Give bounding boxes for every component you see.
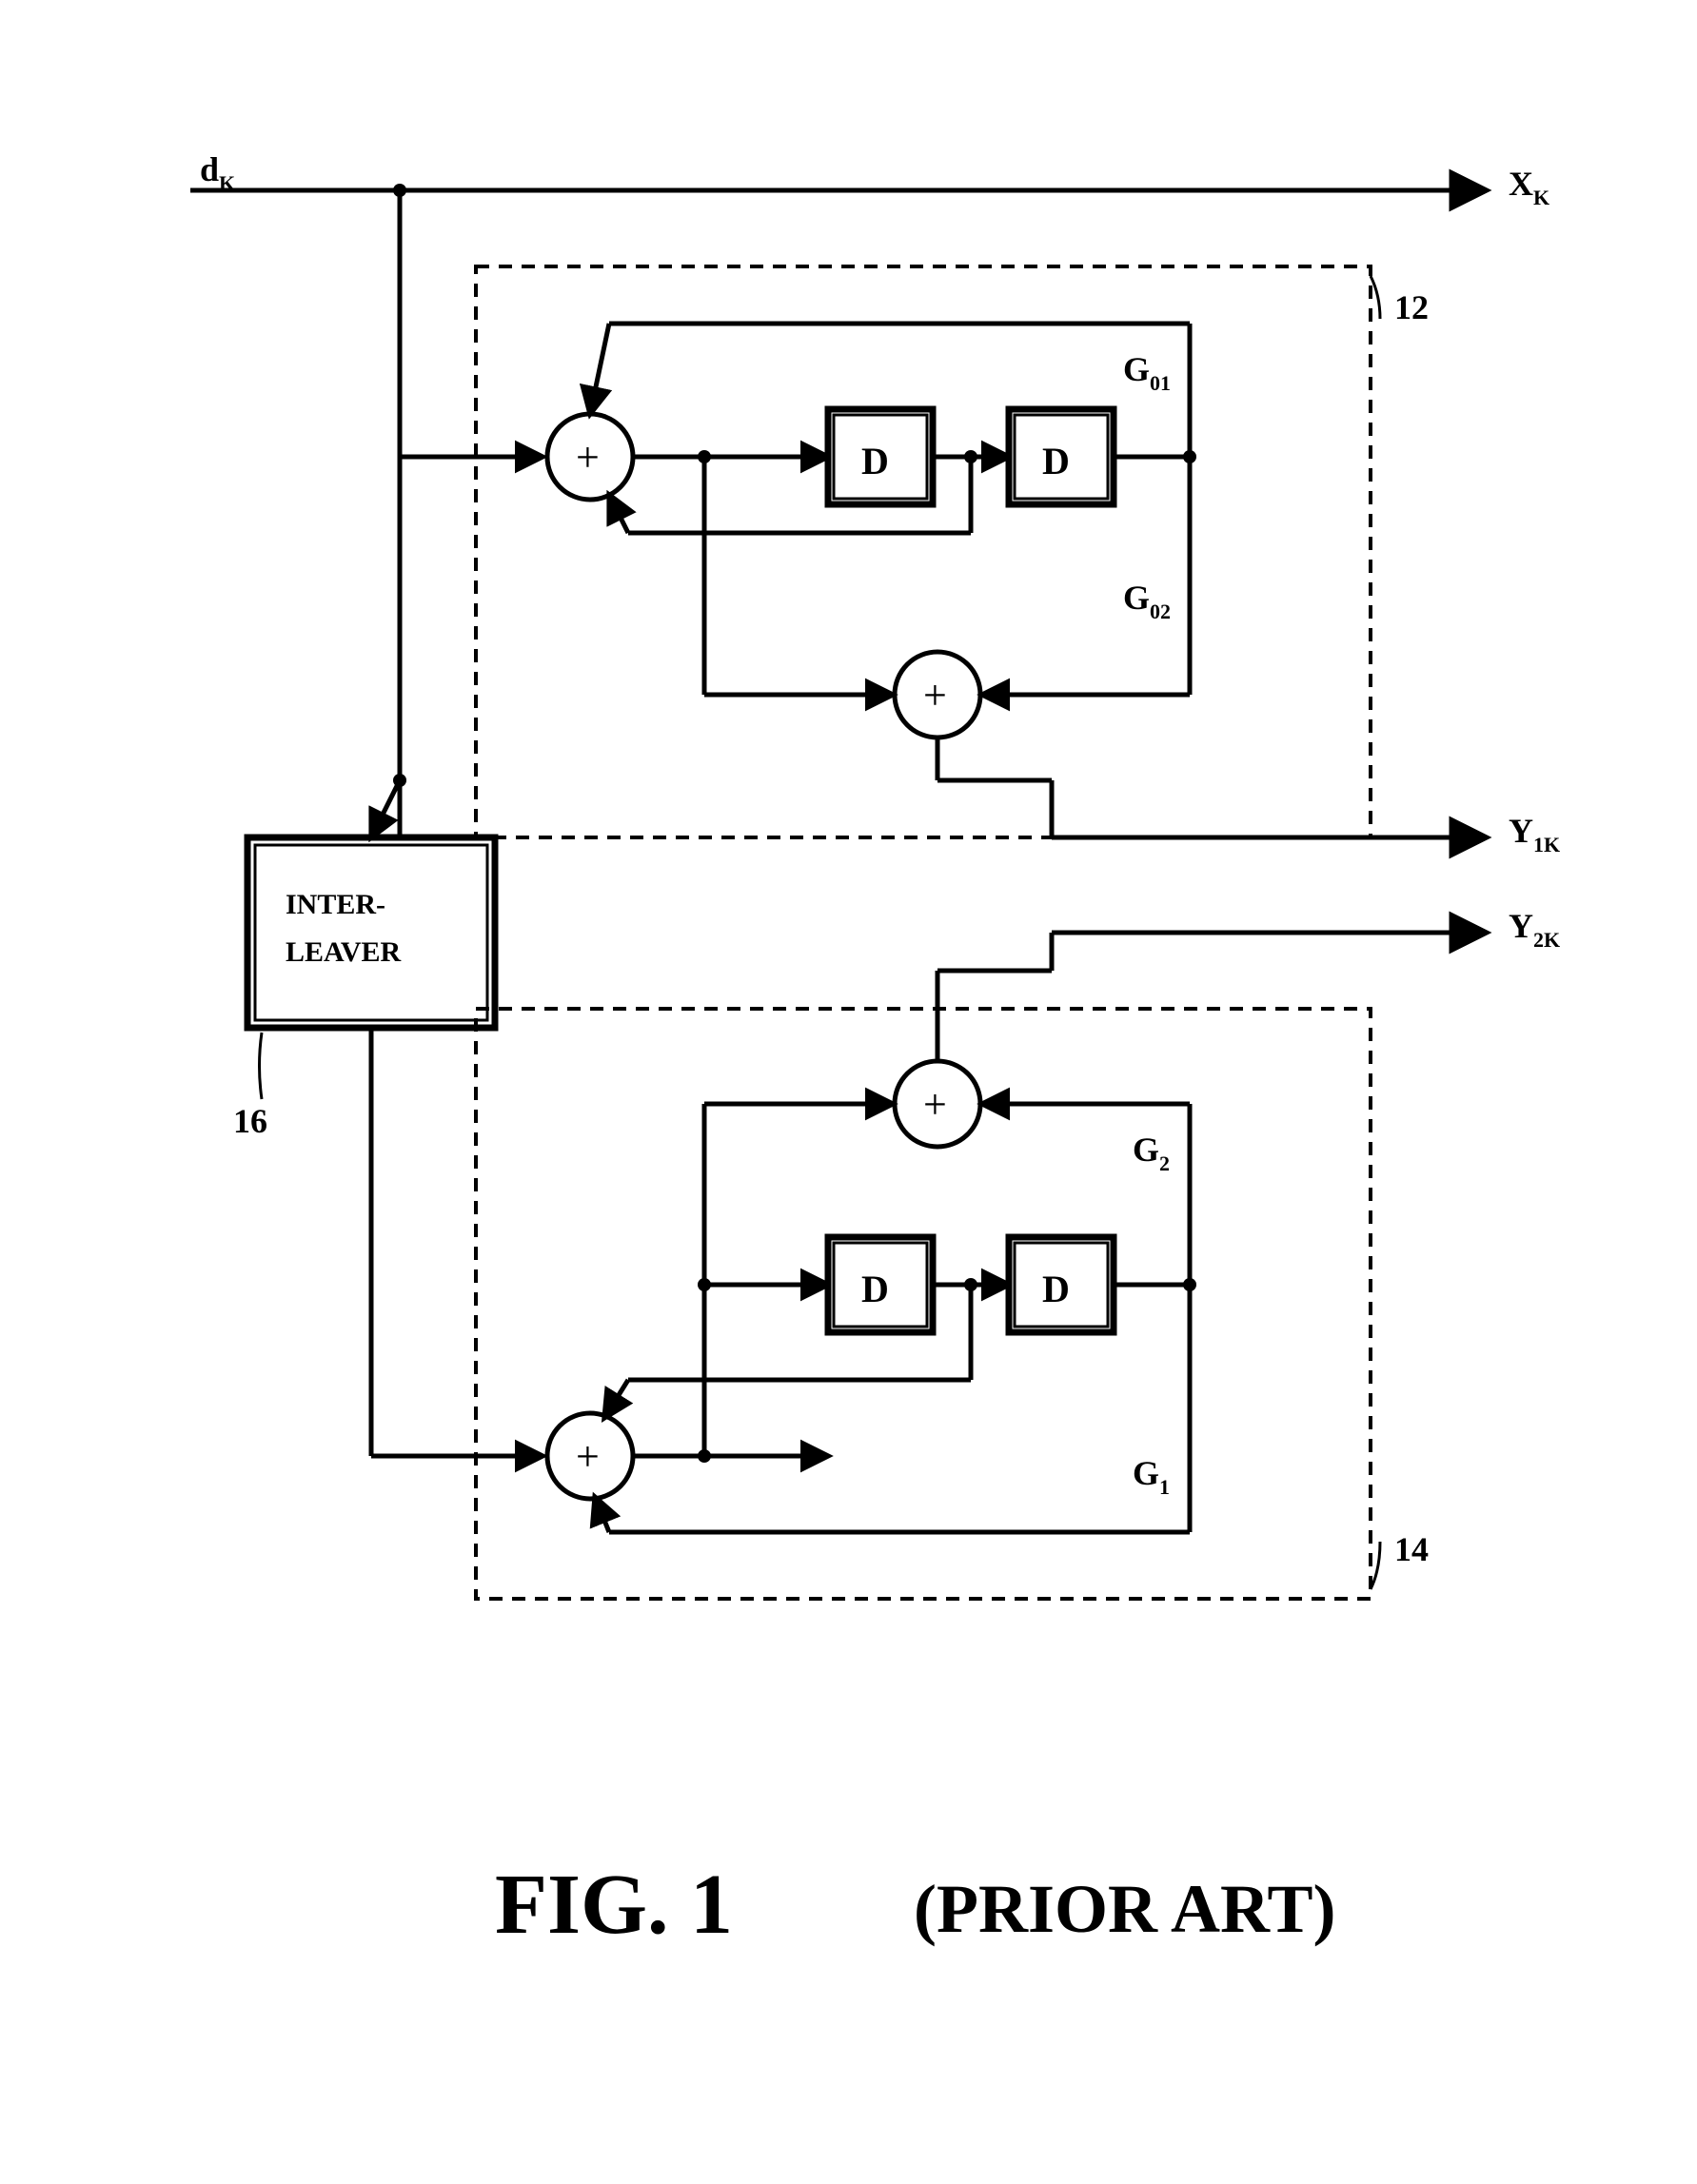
input-label: dK [200,150,235,195]
figure-title: FIG. 1 [495,1856,733,1954]
page: dK XK 12 + D D G01 + G02 [0,0,1697,2184]
leader [260,1033,263,1099]
plus: + [576,1433,600,1480]
figure-subtitle: (PRIOR ART) [914,1870,1335,1949]
g02-label: G02 [1123,579,1171,623]
wire [595,1497,609,1532]
encoder1-ref: 12 [1394,288,1429,326]
svg-text:D: D [861,1268,889,1310]
output-xk: XK [1509,165,1549,209]
plus: + [576,434,600,481]
delay-label: D [1042,440,1070,482]
plus: + [923,672,947,718]
delay-label: D [861,440,889,482]
interleaver-label2: LEAVER [286,936,401,968]
g1-label: G1 [1133,1454,1170,1499]
interleaver-ref: 16 [233,1102,267,1140]
wire [604,1380,628,1418]
encoder2-ref: 14 [1394,1530,1429,1568]
svg-text:D: D [1042,1268,1070,1310]
g2-label: G2 [1133,1131,1170,1175]
encoder1-box [476,266,1371,837]
diagram-svg: dK XK 12 + D D G01 + G02 [0,0,1697,2184]
g01-label: G01 [1123,350,1171,395]
interleaver-inner [255,845,487,1020]
wire [371,780,400,837]
output-y2k: Y2K [1509,907,1560,952]
plus: + [923,1081,947,1128]
wire [609,495,628,533]
wire [590,324,609,414]
output-y1k: Y1K [1509,812,1560,856]
node [698,1278,711,1291]
interleaver-label1: INTER- [286,889,385,920]
